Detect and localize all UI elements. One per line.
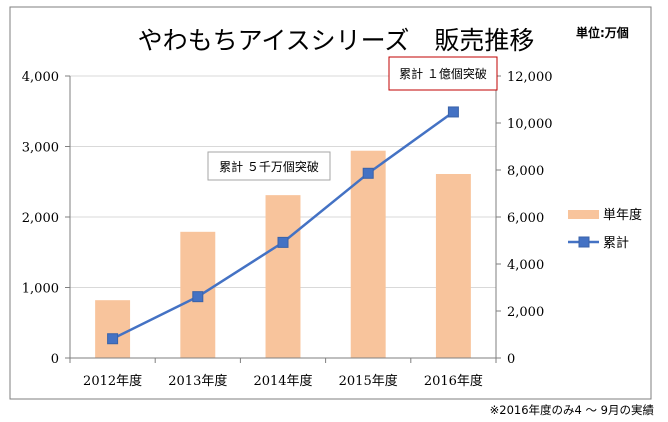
y-right-tick-label: 10,000	[507, 117, 553, 132]
annotation-50m: 累計 ５千万個突破	[207, 151, 331, 181]
annotation-50m-text: 累計 ５千万個突破	[219, 159, 319, 174]
cumulative-line-series	[107, 106, 459, 345]
bar-series	[95, 150, 471, 358]
y-right-tick-label: 0	[507, 352, 515, 367]
line-point	[447, 106, 459, 118]
y-left-tick-label: 3,000	[22, 141, 59, 156]
line-point	[107, 333, 119, 345]
x-tick-label: 2012年度	[83, 373, 142, 389]
footnote: ※2016年度のみ4 ～ 9月の実績	[489, 403, 654, 417]
y-right-tick-label: 4,000	[507, 258, 544, 273]
legend-bar-label: 単年度	[603, 207, 642, 223]
legend-line-marker	[578, 236, 590, 248]
line-point	[192, 291, 204, 303]
y-left-tick-label: 0	[51, 352, 59, 367]
y-right-tick-label: 6,000	[507, 211, 544, 226]
axes: 0 1,000 2,000 3,000 4,000 0 2,000 4,000 6,000 8,0…	[22, 70, 553, 389]
y-right-tick-label: 12,000	[507, 70, 553, 85]
line-point	[277, 236, 289, 248]
y-right-tick-label: 8,000	[507, 164, 544, 179]
legend-line-label: 累計	[603, 235, 629, 251]
y-left-tick-label: 4,000	[22, 70, 59, 85]
annotation-100m: 累計 １億個突破	[388, 56, 498, 91]
x-tick-label: 2016年度	[424, 373, 483, 389]
y-left-tick-label: 1,000	[22, 282, 59, 297]
bar	[95, 300, 131, 358]
annotation-50m-box	[207, 151, 331, 181]
bar	[435, 173, 471, 358]
line-point	[362, 167, 374, 179]
x-tick-label: 2015年度	[339, 373, 398, 389]
legend-bar-swatch	[568, 210, 599, 219]
y-right-tick-label: 2,000	[507, 305, 544, 320]
y-left-tick-label: 2,000	[22, 211, 59, 226]
x-tick-label: 2014年度	[253, 373, 312, 389]
annotation-100m-text: 累計 １億個突破	[399, 66, 487, 81]
annotation-100m-box	[388, 56, 498, 91]
legend: 単年度 累計	[568, 207, 642, 251]
bar	[350, 150, 386, 358]
bar	[265, 195, 301, 358]
chart-title: やわもちアイスシリーズ 販売推移	[138, 26, 535, 55]
x-tick-label: 2013年度	[168, 373, 227, 389]
unit-label: 単位:万個	[576, 25, 629, 40]
